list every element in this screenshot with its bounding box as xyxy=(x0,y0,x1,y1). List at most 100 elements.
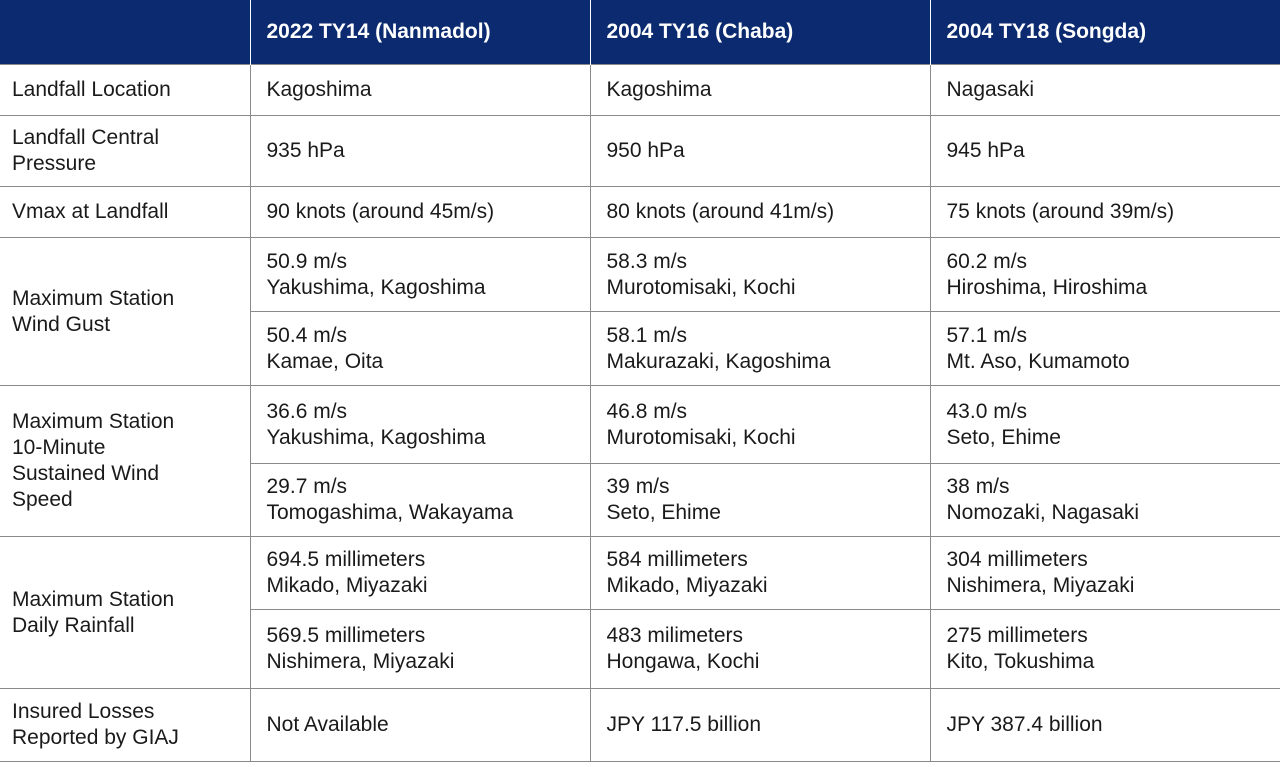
header-typhoon-nanmadol: 2022 TY14 (Nanmadol) xyxy=(249,0,590,65)
cell-station: Kito, Tokushima xyxy=(946,650,1095,673)
row-label-line: Maximum Station xyxy=(12,286,175,310)
cell-station: Yakushima, Kagoshima xyxy=(266,425,486,449)
row-label-line: Reported by GIAJ xyxy=(12,726,179,749)
cell-value: 694.5 millimeters xyxy=(266,548,426,571)
cell-daily-rainfall-chaba-1: 584 millimeters Mikado, Miyazaki xyxy=(589,536,930,610)
cell-station: Mikado, Miyazaki xyxy=(606,574,768,597)
cell-station: Murotomisaki, Kochi xyxy=(606,275,796,299)
cell-value: 36.6 m/s xyxy=(266,399,348,423)
cell-wind-gust-nanmadol-2: 50.4 m/s Kamae, Oita xyxy=(249,311,590,386)
cell-wind-gust-nanmadol-1: 50.9 m/s Yakushima, Kagoshima xyxy=(249,237,590,312)
cell-central-pressure-nanmadol: 935 hPa xyxy=(249,115,590,187)
cell-vmax-songda: 75 knots (around 39m/s) xyxy=(929,186,1280,238)
cell-value: 57.1 m/s xyxy=(946,323,1028,347)
cell-station: Kamae, Oita xyxy=(266,349,384,373)
row-label-vmax: Vmax at Landfall xyxy=(0,186,250,238)
cell-wind-gust-songda-1: 60.2 m/s Hiroshima, Hiroshima xyxy=(929,237,1280,312)
cell-sustained-wind-nanmadol-2: 29.7 m/s Tomogashima, Wakayama xyxy=(249,463,590,537)
row-label-line: Speed xyxy=(12,488,73,511)
cell-value: 50.4 m/s xyxy=(266,323,348,347)
row-label-line: 10-Minute xyxy=(12,436,106,459)
cell-station: Yakushima, Kagoshima xyxy=(266,275,486,299)
table-row-vmax: Vmax at Landfall 90 knots (around 45m/s)… xyxy=(0,186,1280,238)
cell-station: Tomogashima, Wakayama xyxy=(266,501,514,524)
table-row-landfall-location: Landfall Location Kagoshima Kagoshima Na… xyxy=(0,64,1280,116)
cell-insured-losses-chaba: JPY 117.5 billion xyxy=(589,688,930,762)
cell-station: Hongawa, Kochi xyxy=(606,650,760,673)
cell-daily-rainfall-nanmadol-2: 569.5 millimeters Nishimera, Miyazaki xyxy=(249,609,590,689)
row-label-line: Pressure xyxy=(12,152,97,175)
header-typhoon-songda: 2004 TY18 (Songda) xyxy=(929,0,1280,65)
cell-station: Makurazaki, Kagoshima xyxy=(606,349,831,373)
row-label-line: Insured Losses xyxy=(12,700,155,723)
cell-value: 483 milimeters xyxy=(606,624,744,647)
cell-value: 29.7 m/s xyxy=(266,475,348,498)
row-label-daily-rainfall: Maximum Station Daily Rainfall xyxy=(0,536,250,689)
cell-value: 60.2 m/s xyxy=(946,249,1028,273)
row-label-wind-gust: Maximum Station Wind Gust xyxy=(0,237,250,386)
cell-landfall-location-songda: Nagasaki xyxy=(929,64,1280,116)
cell-station: Mikado, Miyazaki xyxy=(266,574,428,597)
cell-value: 38 m/s xyxy=(946,475,1010,498)
cell-landfall-location-nanmadol: Kagoshima xyxy=(249,64,590,116)
row-label-line: Landfall Central xyxy=(12,126,160,149)
cell-sustained-wind-chaba-1: 46.8 m/s Murotomisaki, Kochi xyxy=(589,385,930,464)
row-label-line: Maximum Station xyxy=(12,587,175,611)
cell-insured-losses-nanmadol: Not Available xyxy=(249,688,590,762)
cell-value: 275 millimeters xyxy=(946,624,1088,647)
cell-station: Mt. Aso, Kumamoto xyxy=(946,349,1130,373)
cell-value: 304 millimeters xyxy=(946,548,1088,571)
cell-daily-rainfall-songda-2: 275 millimeters Kito, Tokushima xyxy=(929,609,1280,689)
cell-central-pressure-chaba: 950 hPa xyxy=(589,115,930,187)
table-row-sustained-wind-1: Maximum Station 10-Minute Sustained Wind… xyxy=(0,385,1280,537)
cell-value: 569.5 millimeters xyxy=(266,624,426,647)
row-label-central-pressure: Landfall Central Pressure xyxy=(0,115,250,187)
row-label-landfall-location: Landfall Location xyxy=(0,64,250,116)
cell-daily-rainfall-nanmadol-1: 694.5 millimeters Mikado, Miyazaki xyxy=(249,536,590,610)
row-label-insured-losses: Insured Losses Reported by GIAJ xyxy=(0,688,250,762)
cell-value: 58.3 m/s xyxy=(606,249,688,273)
table-row-insured-losses: Insured Losses Reported by GIAJ Not Avai… xyxy=(0,688,1280,762)
cell-value: 46.8 m/s xyxy=(606,399,688,423)
cell-station: Murotomisaki, Kochi xyxy=(606,425,796,449)
cell-wind-gust-chaba-2: 58.1 m/s Makurazaki, Kagoshima xyxy=(589,311,930,386)
row-label-line: Sustained Wind xyxy=(12,462,160,485)
cell-station: Seto, Ehime xyxy=(946,425,1061,449)
cell-sustained-wind-chaba-2: 39 m/s Seto, Ehime xyxy=(589,463,930,537)
row-label-line: Maximum Station xyxy=(12,410,175,433)
cell-value: 50.9 m/s xyxy=(266,249,348,273)
cell-value: 584 millimeters xyxy=(606,548,748,571)
header-row: 2022 TY14 (Nanmadol) 2004 TY16 (Chaba) 2… xyxy=(0,0,1280,65)
cell-station: Nishimera, Miyazaki xyxy=(946,574,1135,597)
table-row-daily-rainfall-1: Maximum Station Daily Rainfall 694.5 mil… xyxy=(0,536,1280,689)
row-label-sustained-wind: Maximum Station 10-Minute Sustained Wind… xyxy=(0,385,250,537)
cell-station: Seto, Ehime xyxy=(606,501,721,524)
table-row-central-pressure: Landfall Central Pressure 935 hPa 950 hP… xyxy=(0,115,1280,187)
table-row-wind-gust-1: Maximum Station Wind Gust 50.9 m/s Yakus… xyxy=(0,237,1280,386)
cell-station: Hiroshima, Hiroshima xyxy=(946,275,1148,299)
cell-central-pressure-songda: 945 hPa xyxy=(929,115,1280,187)
cell-sustained-wind-songda-1: 43.0 m/s Seto, Ehime xyxy=(929,385,1280,464)
cell-wind-gust-chaba-1: 58.3 m/s Murotomisaki, Kochi xyxy=(589,237,930,312)
header-typhoon-chaba: 2004 TY16 (Chaba) xyxy=(589,0,930,65)
table-row-wind-gust-2: 50.4 m/s Kamae, Oita 58.1 m/s Makurazaki… xyxy=(0,311,1280,386)
cell-station: Nishimera, Miyazaki xyxy=(266,650,455,673)
cell-value: 43.0 m/s xyxy=(946,399,1028,423)
table-row-daily-rainfall-2: 569.5 millimeters Nishimera, Miyazaki 48… xyxy=(0,609,1280,689)
cell-station: Nomozaki, Nagasaki xyxy=(946,501,1140,524)
table-row-sustained-wind-2: 29.7 m/s Tomogashima, Wakayama 39 m/s Se… xyxy=(0,463,1280,537)
cell-daily-rainfall-songda-1: 304 millimeters Nishimera, Miyazaki xyxy=(929,536,1280,610)
cell-daily-rainfall-chaba-2: 483 milimeters Hongawa, Kochi xyxy=(589,609,930,689)
cell-sustained-wind-songda-2: 38 m/s Nomozaki, Nagasaki xyxy=(929,463,1280,537)
header-corner-cell xyxy=(0,0,250,65)
cell-insured-losses-songda: JPY 387.4 billion xyxy=(929,688,1280,762)
cell-value: 39 m/s xyxy=(606,475,670,498)
cell-vmax-chaba: 80 knots (around 41m/s) xyxy=(589,186,930,238)
row-label-line: Daily Rainfall xyxy=(12,613,135,637)
cell-value: 58.1 m/s xyxy=(606,323,688,347)
cell-landfall-location-chaba: Kagoshima xyxy=(589,64,930,116)
cell-sustained-wind-nanmadol-1: 36.6 m/s Yakushima, Kagoshima xyxy=(249,385,590,464)
row-label-line: Wind Gust xyxy=(12,312,111,336)
cell-wind-gust-songda-2: 57.1 m/s Mt. Aso, Kumamoto xyxy=(929,311,1280,386)
